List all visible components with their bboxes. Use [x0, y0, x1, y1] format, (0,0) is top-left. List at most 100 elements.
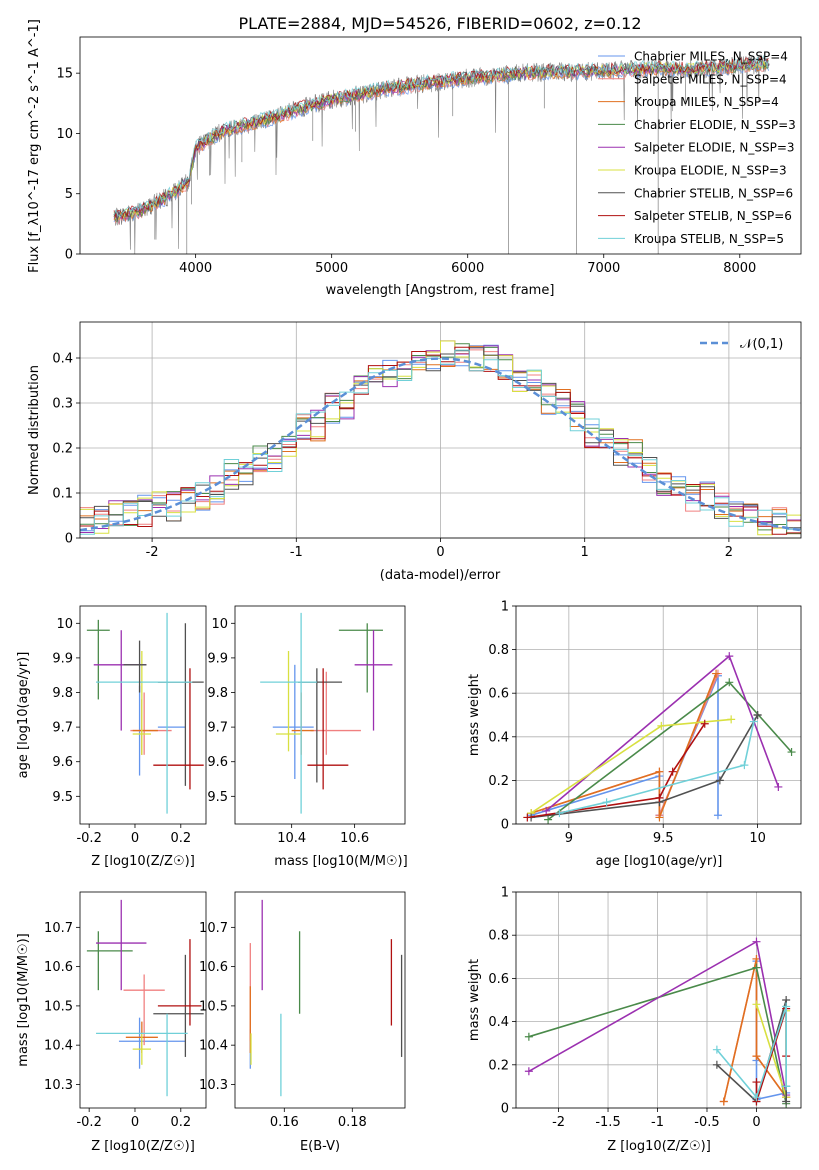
- axes-frame: [79, 891, 207, 1109]
- weight-point-kstelib: [555, 809, 564, 818]
- residual-histogram-kstelib: [80, 349, 801, 535]
- legend-label: Salpeter ELODIE, N_SSP=3: [634, 141, 795, 155]
- weight-line-cstelib: [531, 714, 759, 819]
- y-tick-label: 0.3: [52, 397, 73, 412]
- axes-frame: [234, 891, 406, 1109]
- weight-line-kstelib: [559, 721, 755, 814]
- axes-frame: [79, 605, 207, 825]
- weight-point-kmiles: [655, 813, 664, 822]
- y-tick-label: 0.4: [488, 1015, 509, 1030]
- y-tick-label: 10.6: [199, 960, 228, 975]
- y-tick-label: 10.6: [44, 960, 73, 975]
- x-tick-label: 9.5: [653, 831, 674, 846]
- plot-area-residuals: [80, 340, 801, 536]
- weight-point-celodie: [787, 748, 796, 757]
- weight-point-kstelib: [752, 1093, 761, 1102]
- axes-frame: [515, 605, 802, 825]
- x-tick-label: 9: [565, 831, 573, 846]
- y-tick-label: 10.7: [199, 921, 228, 936]
- weight-line-sstelib: [527, 723, 706, 819]
- x-axis-label: Z [log10(Z/Z☉)]: [91, 1139, 195, 1154]
- x-axis-label: (data-model)/error: [380, 568, 501, 583]
- y-tick-label: 9.5: [52, 790, 73, 805]
- x-tick-label: 0: [131, 831, 139, 846]
- x-tick-label: -2: [552, 1115, 565, 1130]
- weight-point-sstelib: [523, 813, 532, 822]
- axes-ebv-mass: 0.16 0.18 10.3 10.4 10.5 10.6 10.7 E(B-V): [199, 891, 406, 1154]
- y-tick-label: 0.8: [488, 643, 509, 658]
- y-axis-label: Flux [f_λ10^-17 erg cm^-2 s^-1 A^-1]: [27, 19, 42, 273]
- y-tick-label: 0.4: [488, 730, 509, 745]
- weight-point-cstelib: [715, 776, 724, 785]
- weight-point-kstelib: [712, 1045, 721, 1054]
- x-tick-label: 0.2: [170, 831, 191, 846]
- weight-point-selodie: [524, 1067, 533, 1076]
- plot-area-mass-age: [260, 612, 393, 814]
- figure-title: PLATE=2884, MJD=54526, FIBERID=0602, z=0…: [238, 14, 641, 33]
- y-axis-label: age [log10(age/yr)]: [16, 652, 31, 779]
- y-tick-label: 9.9: [52, 651, 73, 666]
- y-tick-label: 9.6: [52, 755, 73, 770]
- x-tick-label: 0.2: [170, 1115, 191, 1130]
- spectrum-legend: Chabrier MILES, N_SSP=4 Salpeter MILES, N…: [598, 50, 796, 246]
- y-tick-label: 0: [65, 532, 73, 547]
- y-tick-label: 0.6: [488, 972, 509, 987]
- plot-area-z-weight: [524, 937, 791, 1108]
- y-tick-label: 15: [56, 67, 73, 82]
- y-axis-label: mass weight: [467, 959, 482, 1041]
- x-axis-label: age [log10(age/yr)]: [596, 854, 723, 869]
- x-tick-label: 0.16: [270, 1115, 299, 1130]
- x-tick-label: -2: [146, 545, 159, 560]
- weight-point-cstelib: [712, 1060, 721, 1069]
- x-tick-label: 1: [581, 545, 589, 560]
- axes-age-weight: 9 9.5 10 0 0.2 0.4 0.6 0.8 1 age [log10(age/yr)] m…: [467, 600, 802, 869]
- weight-point-sstelib: [752, 1078, 761, 1087]
- y-tick-label: 10: [56, 617, 73, 632]
- axes-z-mass: -0.2 0 0.2 10.3 10.4 10.5 10.6 10.7 Z [log10(Z/Z…: [16, 891, 207, 1154]
- residual-legend: 𝒩(0,1): [700, 337, 783, 352]
- weight-point-kelodie: [752, 1000, 761, 1009]
- y-tick-label: 0: [65, 248, 73, 263]
- y-axis-label: mass [log10(M/M☉)]: [16, 933, 31, 1066]
- y-tick-label: 9.7: [52, 721, 73, 736]
- weight-line-cmiles: [755, 961, 787, 1101]
- weight-point-celodie: [752, 963, 761, 972]
- x-tick-label: -0.2: [76, 831, 101, 846]
- weight-point-celodie: [544, 815, 553, 824]
- y-axis-label: mass weight: [467, 674, 482, 756]
- x-tick-label: -1.5: [595, 1115, 620, 1130]
- y-tick-label: 0: [501, 1102, 509, 1117]
- plot-area-z-mass: [86, 899, 204, 1097]
- y-tick-label: 10: [211, 617, 228, 632]
- y-tick-label: 5: [65, 187, 73, 202]
- axes-frame: [79, 321, 802, 539]
- axes-mass-age: 10.4 10.6 9.5 9.6 9.7 9.8 9.9 10 mass [log10(M/M…: [207, 605, 408, 869]
- weight-point-sstelib: [655, 793, 664, 802]
- legend-label: Salpeter MILES, N_SSP=4: [634, 72, 787, 86]
- y-tick-label: 0.2: [52, 442, 73, 457]
- weight-point-celodie: [524, 1032, 533, 1041]
- weight-point-selodie: [774, 782, 783, 791]
- weight-point-cstelib: [782, 1097, 791, 1106]
- y-tick-label: 9.9: [207, 651, 228, 666]
- y-tick-label: 9.5: [207, 790, 228, 805]
- weight-line-kstelib: [716, 1006, 787, 1099]
- plot-area-z-age: [86, 612, 204, 814]
- weight-point-selodie: [725, 652, 734, 661]
- legend-label: 𝒩(0,1): [740, 337, 783, 352]
- weight-point-kmiles: [712, 669, 721, 678]
- x-tick-label: 7000: [587, 261, 620, 276]
- x-tick-label: 10.4: [277, 831, 306, 846]
- axes-frame: [79, 36, 802, 255]
- legend-label: Kroupa STELIB, N_SSP=5: [634, 232, 784, 246]
- x-tick-label: 6000: [451, 261, 484, 276]
- y-tick-label: 0.4: [52, 352, 73, 367]
- y-tick-label: 10.5: [199, 999, 228, 1014]
- y-tick-label: 0.2: [488, 1058, 509, 1073]
- weight-point-kmiles: [655, 767, 664, 776]
- y-tick-label: 9.7: [207, 721, 228, 736]
- y-tick-label: 9.8: [52, 686, 73, 701]
- legend-label: Chabrier MILES, N_SSP=4: [634, 50, 788, 64]
- x-tick-label: -1: [290, 545, 303, 560]
- x-axis-label: Z [log10(Z/Z☉)]: [91, 854, 195, 869]
